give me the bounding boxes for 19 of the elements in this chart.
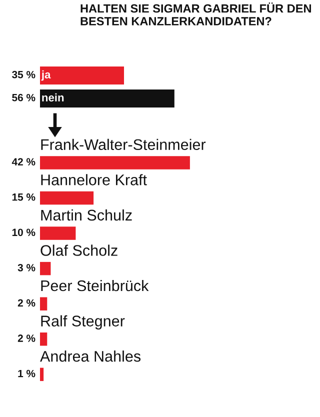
data-label: 42 % xyxy=(12,158,36,166)
data-label: 15 % xyxy=(12,193,36,201)
y-tick-label: Ralf Stegner xyxy=(41,315,125,330)
y-tick-label: Martin Schulz xyxy=(41,209,132,221)
data-label: 2 % xyxy=(18,299,36,307)
data-label: 2 % xyxy=(18,334,36,342)
chart-title: HALTEN SIE SIGMAR GABRIEL FÜR DEN BESTEN KANZLERKANDIDATEN? xyxy=(80,2,311,26)
y-tick-label: Peer Steinbrück xyxy=(41,280,149,292)
data-label: 10 % xyxy=(12,228,36,236)
y-tick-label: ja xyxy=(41,70,51,81)
y-tick-label: Andrea Nahles xyxy=(40,350,141,362)
y-tick-label: Hannelore Kraft xyxy=(41,174,147,186)
data-label: 3 % xyxy=(18,264,36,272)
y-tick-label: Olaf Scholz xyxy=(40,244,118,256)
y-tick-label: Frank-Walter-Steinmeier xyxy=(41,138,206,150)
data-label: 1 % xyxy=(18,370,36,378)
data-label: 35 % xyxy=(12,70,36,78)
data-label: 56 % xyxy=(12,94,36,102)
y-tick-label: nein xyxy=(42,93,64,102)
